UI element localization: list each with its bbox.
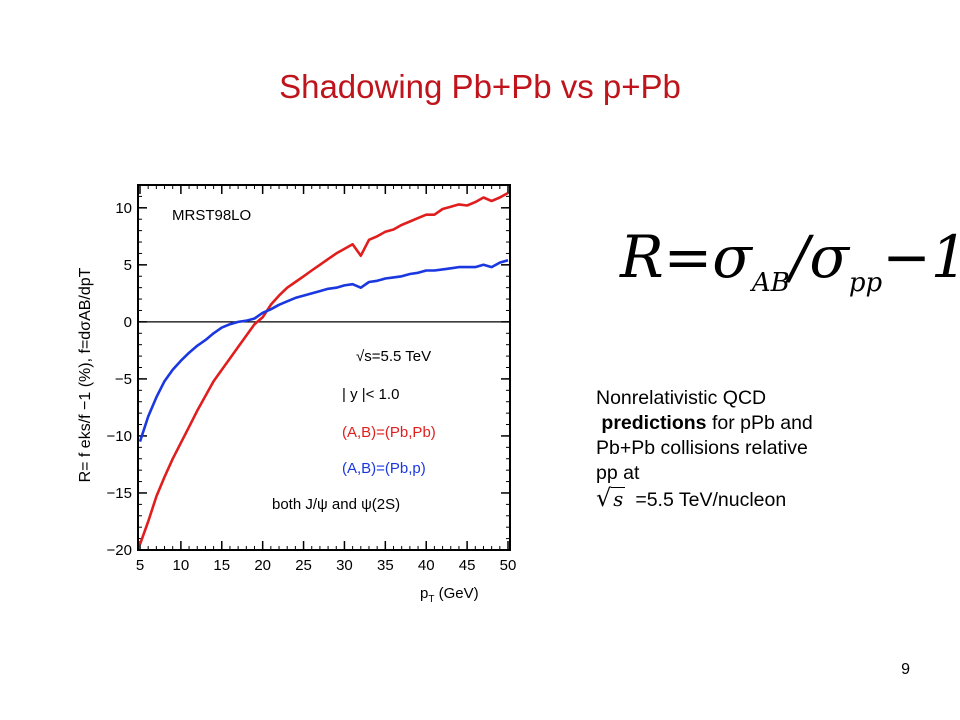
note-line-2: predictions for pPb and — [596, 411, 916, 436]
note-line-1: Nonrelativistic QCD — [596, 387, 767, 409]
description-text: Nonrelativistic QCD predictions for pPb … — [596, 386, 916, 513]
series-line-0 — [138, 191, 509, 545]
sqrt-argument: s — [611, 487, 626, 511]
rapidity-label: | y |< 1.0 — [342, 386, 399, 403]
note-line-2-rest: for pPb and — [706, 412, 813, 434]
x-tick-label: 50 — [500, 557, 517, 574]
series-lines — [138, 191, 509, 545]
x-tick-label: 30 — [336, 557, 353, 574]
formula-sub-pp: pp — [848, 268, 883, 298]
sqrt-icon: √ — [596, 484, 612, 512]
x-tick-label: 15 — [213, 557, 230, 574]
states-label: both J/ψ and ψ(2S) — [272, 496, 400, 513]
formula-lhs: R — [620, 223, 664, 291]
y-tick-label: −10 — [107, 428, 132, 445]
formula-sigma-ab: σ — [712, 223, 752, 291]
x-tick-label: 5 — [136, 557, 144, 574]
formula-tail: −1 — [882, 223, 960, 291]
formula-sub-ab: AB — [751, 268, 790, 298]
y-tick-labels: 10 5 0 −5 −10 −15 −20 — [107, 200, 132, 559]
note-bold-predictions: predictions — [601, 412, 707, 434]
legend-pbpb: (A,B)=(Pb,Pb) — [342, 424, 436, 441]
y-tick-label: −15 — [107, 485, 132, 502]
x-tick-label: 25 — [295, 557, 312, 574]
formula-sigma-pp: σ — [809, 223, 849, 291]
ratio-formula: R=σAB/σpp−1 — [620, 222, 960, 318]
x-tick-label: 40 — [418, 557, 435, 574]
x-tick-label: 10 — [173, 557, 190, 574]
x-tick-label: 35 — [377, 557, 394, 574]
formula-slash: / — [789, 223, 810, 291]
note-line-4: pp at — [596, 462, 640, 484]
series-line-1 — [138, 259, 509, 443]
legend-pbp: (A,B)=(Pb,p) — [342, 460, 426, 477]
x-axis-label: pT (GeV) — [420, 585, 479, 605]
model-label: MRST98LO — [172, 207, 251, 224]
chart: R= f eks/f −1 (%), f=dσAB/dpT 5 10 15 20 25 3… — [77, 184, 517, 605]
y-tick-label: 10 — [115, 200, 132, 217]
note-line-5: √ s =5.5 TeV/nucleon — [596, 486, 916, 513]
energy-label: √s=5.5 TeV — [356, 348, 431, 365]
y-tick-label: −20 — [107, 542, 132, 559]
y-tick-label: 0 — [124, 314, 132, 331]
x-tick-label: 20 — [254, 557, 271, 574]
x-tick-label: 45 — [459, 557, 476, 574]
ylabel-group: R= f eks/f −1 (%), f=dσAB/dpT — [77, 267, 94, 482]
y-tick-label: −5 — [115, 371, 132, 388]
note-line-3: Pb+Pb collisions relative — [596, 437, 808, 459]
x-tick-labels: 5 10 15 20 25 30 35 40 45 50 — [136, 557, 517, 574]
note-energy: =5.5 TeV/nucleon — [635, 489, 787, 511]
slide-title: Shadowing Pb+Pb vs p+Pb — [279, 68, 681, 105]
page-number: 9 — [901, 661, 910, 678]
formula-eq: = — [663, 223, 713, 291]
y-axis-label: R= f eks/f −1 (%), f=dσAB/dpT — [77, 267, 94, 482]
y-tick-label: 5 — [124, 257, 132, 274]
